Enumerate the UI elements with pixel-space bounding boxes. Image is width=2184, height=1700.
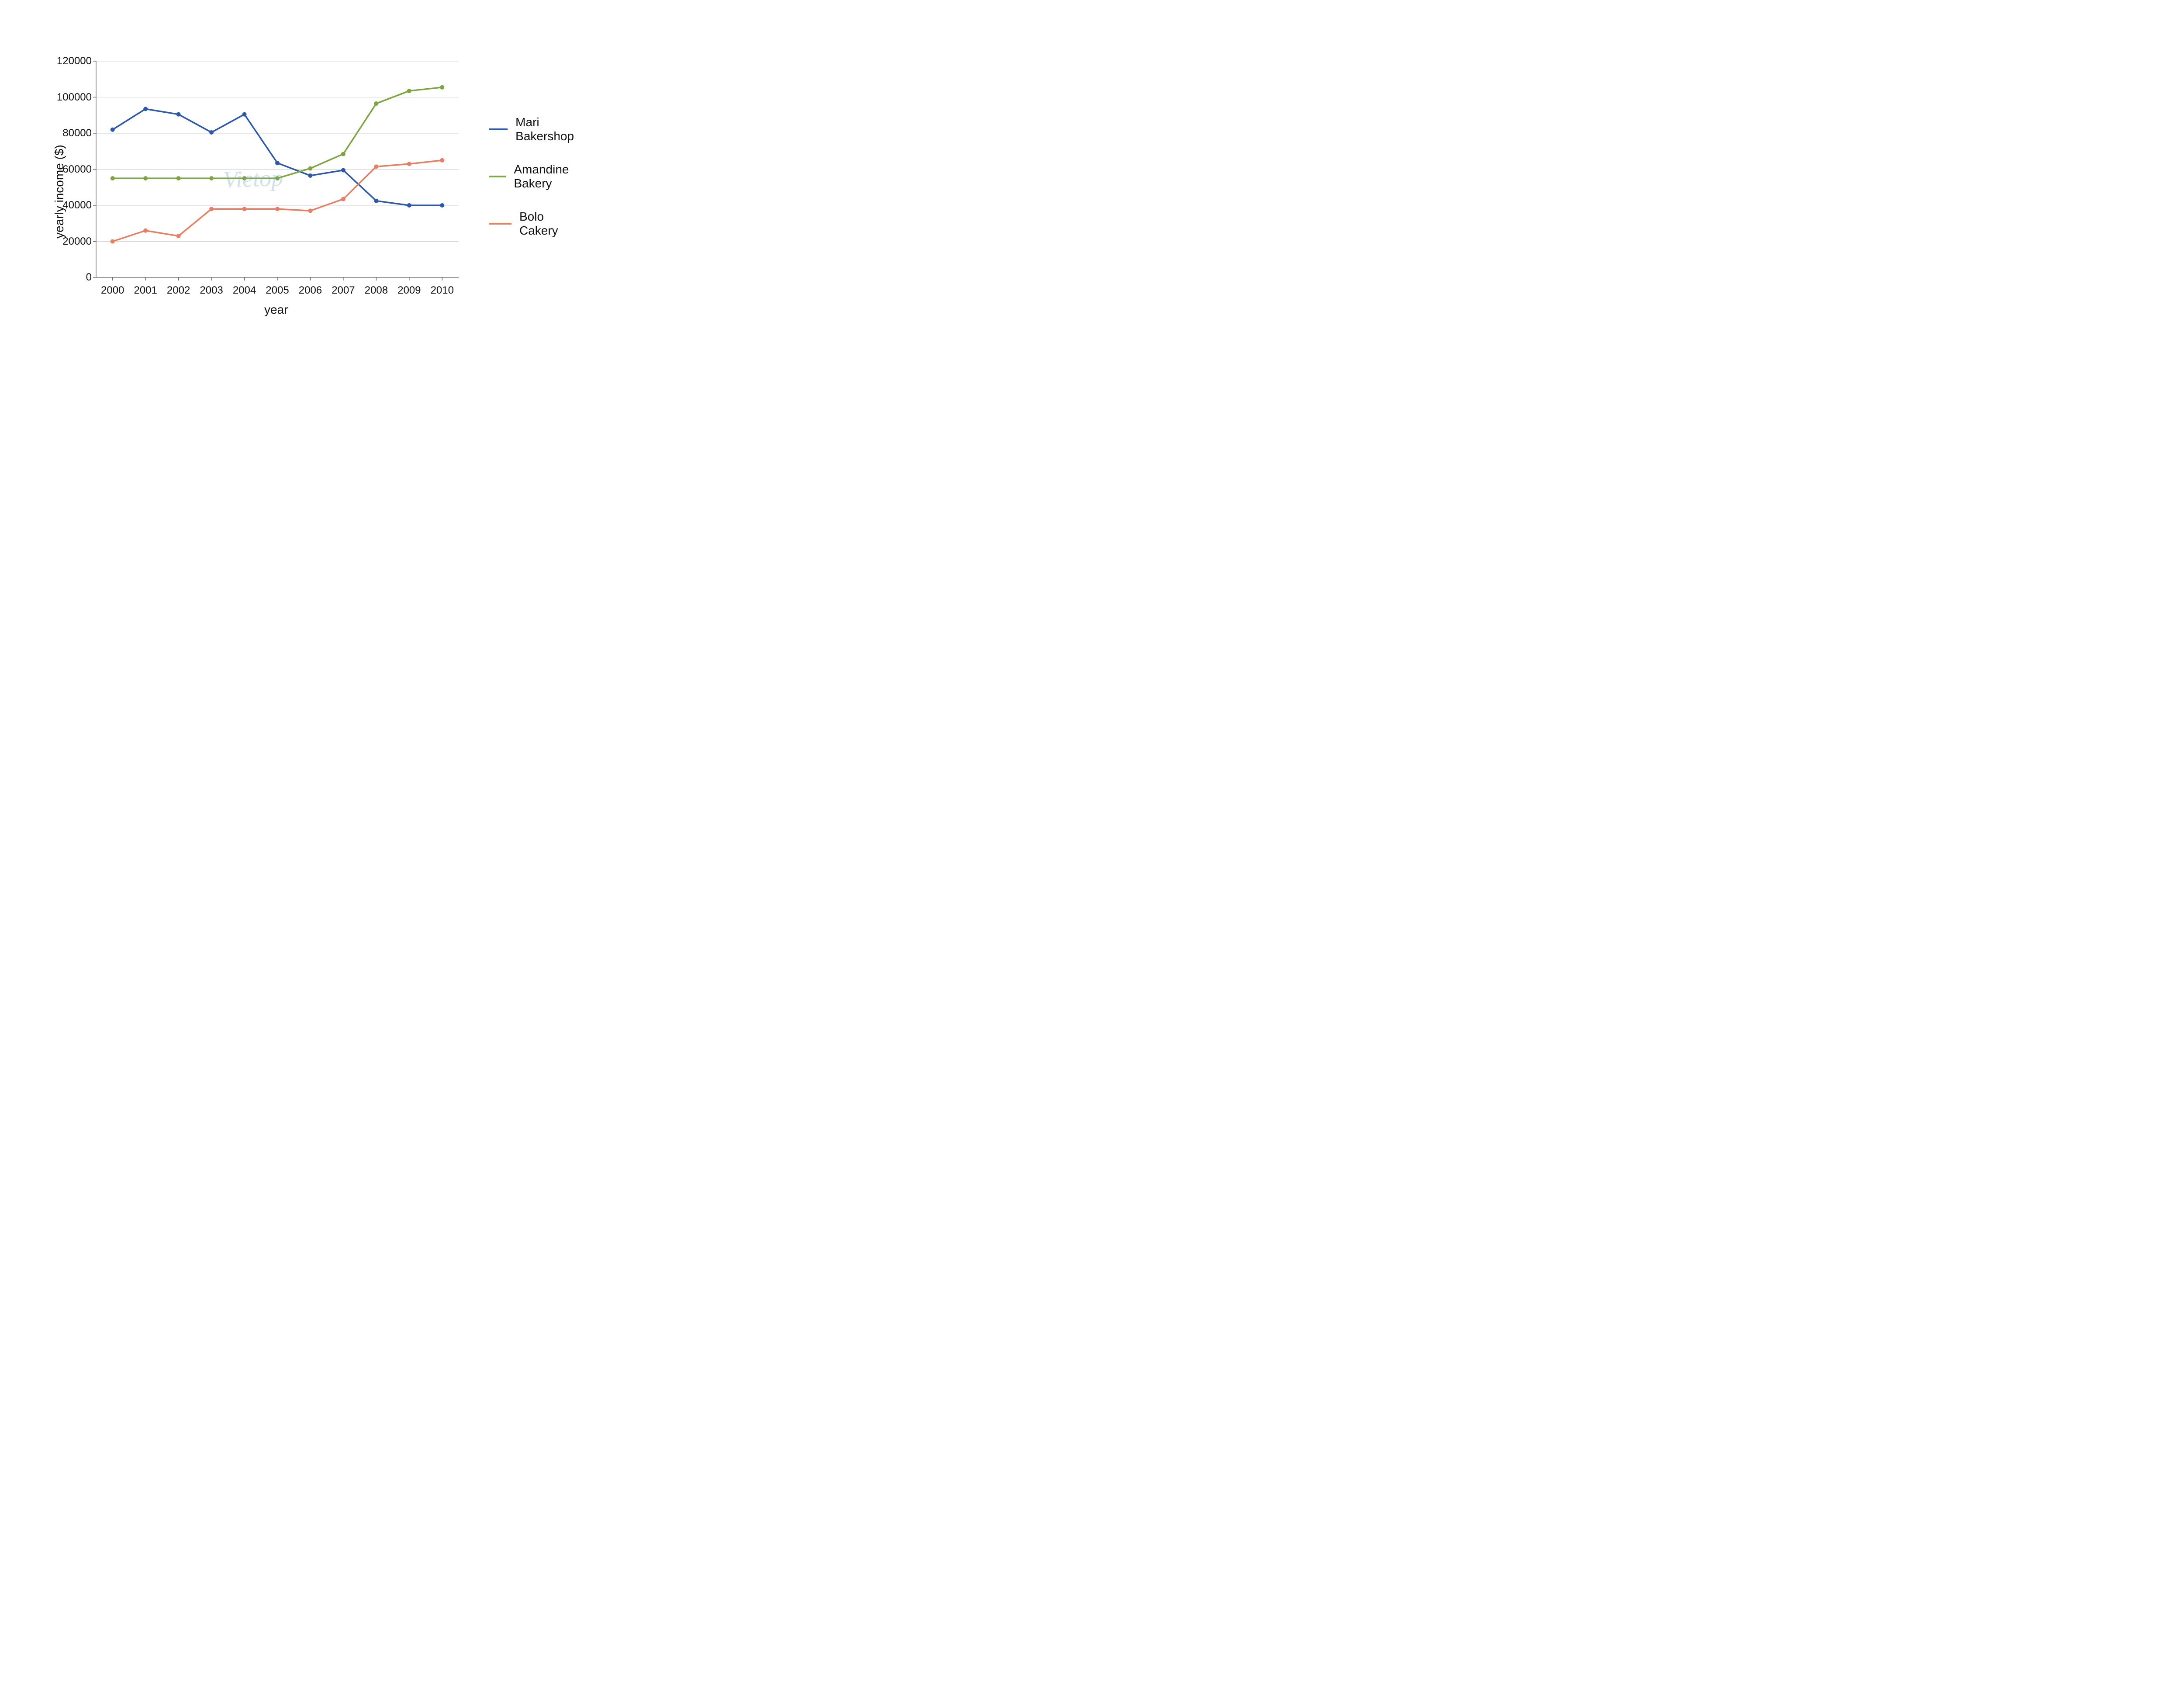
x-tick-label: 2007 [328,284,359,297]
legend-swatch [489,223,511,225]
data-point [341,152,346,156]
data-point [440,158,444,163]
data-point [242,112,247,117]
legend-item: Bolo Cakery [489,210,580,238]
data-point [143,107,148,111]
x-tick-label: 2000 [97,284,128,297]
y-tick-label: 40000 [52,199,92,211]
chart-area: Vietop yearly income ($) year 0200004000… [48,52,467,306]
data-point [374,101,378,106]
data-point [176,234,181,238]
data-point [143,229,148,233]
data-point [341,168,346,173]
data-point [176,176,181,180]
x-axis-title: year [264,303,288,317]
data-point [209,207,214,211]
data-point [242,176,247,180]
data-point [143,176,148,180]
data-point [111,239,115,244]
y-tick-label: 120000 [52,55,92,67]
data-point [374,164,378,169]
data-point [308,208,312,213]
data-point [275,207,280,211]
data-point [275,176,280,180]
legend-label: Bolo Cakery [519,210,580,238]
data-point [209,176,214,180]
y-tick-label: 80000 [52,127,92,139]
data-point [407,89,411,93]
series-line [113,109,442,205]
data-point [308,166,312,170]
legend-label: Amandine Bakery [514,163,580,190]
legend-swatch [489,176,506,177]
data-point [308,173,312,178]
data-point [440,85,444,90]
data-point [176,112,181,117]
legend-label: Mari Bakershop [515,115,580,143]
legend-item: Mari Bakershop [489,115,580,143]
x-tick-label: 2003 [196,284,227,297]
y-axis-title: yearly income ($) [52,145,66,239]
y-tick-label: 100000 [52,91,92,104]
x-tick-label: 2006 [295,284,325,297]
x-tick-label: 2008 [361,284,391,297]
x-tick-label: 2004 [229,284,260,297]
data-point [209,130,214,135]
y-tick-label: 0 [52,271,92,284]
x-tick-label: 2005 [262,284,293,297]
line-chart [48,52,467,304]
x-tick-label: 2009 [394,284,425,297]
legend-swatch [489,128,508,130]
x-tick-label: 2001 [130,284,161,297]
legend-item: Amandine Bakery [489,163,580,190]
data-point [111,176,115,180]
data-point [374,199,378,203]
data-point [407,162,411,166]
data-point [407,203,411,208]
series-line [113,160,442,242]
data-point [275,161,280,165]
data-point [440,203,444,208]
y-tick-label: 60000 [52,163,92,176]
data-point [242,207,247,211]
chart-container: Vietop yearly income ($) year 0200004000… [0,0,683,425]
x-tick-label: 2002 [163,284,194,297]
y-tick-label: 20000 [52,235,92,248]
legend: Mari Bakershop Amandine Bakery Bolo Cakery [489,115,580,238]
x-tick-label: 2010 [427,284,457,297]
data-point [111,128,115,132]
data-point [341,197,346,201]
